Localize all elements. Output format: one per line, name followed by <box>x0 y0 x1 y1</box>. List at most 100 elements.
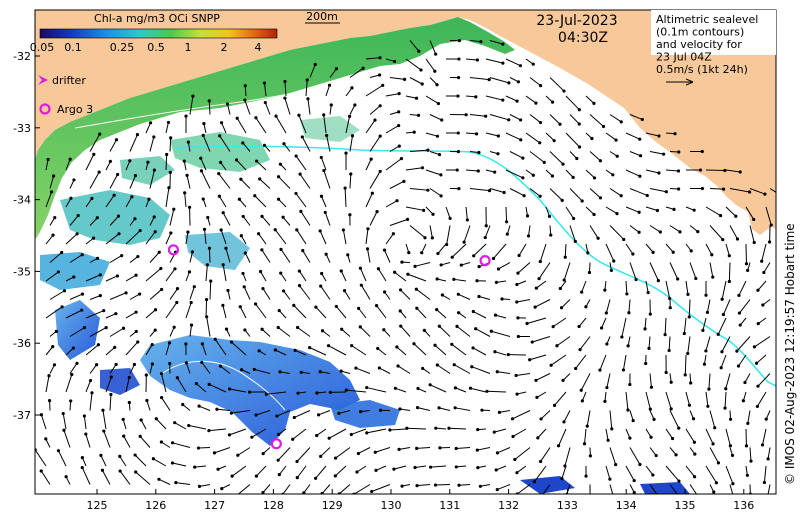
velocity-arrow-head <box>136 254 140 259</box>
velocity-arrow-head <box>273 348 277 352</box>
velocity-arrow-shaft <box>705 428 714 445</box>
velocity-arrow-shaft <box>49 364 55 374</box>
velocity-arrow-head <box>711 442 715 446</box>
velocity-arrow-shaft <box>278 198 287 208</box>
velocity-arrow-shaft <box>416 307 427 319</box>
velocity-arrow-head <box>403 77 407 81</box>
velocity-arrow-shaft <box>709 262 714 278</box>
velocity-arrow-shaft <box>102 410 107 430</box>
velocity-arrow-shaft <box>609 410 613 429</box>
velocity-arrow-shaft <box>335 306 347 319</box>
velocity-arrow-head <box>678 230 682 234</box>
velocity-arrow-head <box>721 238 725 242</box>
velocity-arrow-shaft <box>259 178 271 189</box>
velocity-arrow-shaft <box>123 435 131 448</box>
velocity-arrow-head <box>194 382 198 386</box>
velocity-arrow-head <box>75 361 79 365</box>
velocity-arrow-head <box>167 186 171 190</box>
velocity-arrow-shaft <box>45 234 54 245</box>
lat-tick-label: -33 <box>13 122 31 135</box>
velocity-arrow-head <box>587 270 592 275</box>
velocity-arrow-shaft <box>516 373 531 376</box>
velocity-arrow-head <box>655 208 660 213</box>
velocity-arrow-shaft <box>365 119 376 134</box>
velocity-arrow-head <box>500 297 504 301</box>
velocity-arrow-shaft <box>434 344 447 356</box>
velocity-arrow-shaft <box>69 293 83 300</box>
velocity-arrow-shaft <box>628 299 631 313</box>
velocity-arrow-shaft <box>471 366 491 374</box>
velocity-arrow-head <box>592 212 596 217</box>
velocity-arrow-shaft <box>585 169 595 179</box>
plot-frame <box>34 9 777 495</box>
velocity-arrow-head <box>704 349 708 353</box>
velocity-arrow-head <box>206 215 210 220</box>
velocity-arrow-shaft <box>174 422 187 430</box>
velocity-arrow-head <box>692 440 696 444</box>
velocity-arrow-shaft <box>201 362 211 374</box>
velocity-arrow-head <box>447 426 451 430</box>
velocity-arrow-head <box>552 403 557 407</box>
velocity-arrow-head <box>493 170 497 174</box>
velocity-arrow-shaft <box>172 442 191 448</box>
velocity-arrow-head <box>340 327 344 331</box>
velocity-arrow-shaft <box>65 374 73 393</box>
velocity-arrow-head <box>439 173 443 177</box>
velocity-arrow-shaft <box>208 248 211 263</box>
velocity-arrow-head <box>118 469 122 473</box>
velocity-arrow-head <box>561 378 565 382</box>
velocity-arrow-head <box>328 390 332 394</box>
velocity-arrow-head <box>487 77 491 82</box>
velocity-arrow-shaft <box>405 95 417 99</box>
velocity-arrow-shaft <box>109 327 124 337</box>
velocity-arrow-shaft <box>229 388 247 393</box>
velocity-arrow-shaft <box>185 232 189 245</box>
velocity-arrow-shaft <box>465 169 479 172</box>
velocity-arrow-head <box>397 123 401 128</box>
velocity-arrow-head <box>397 92 401 96</box>
velocity-arrow-head <box>700 186 705 191</box>
velocity-arrow-shaft <box>309 347 327 356</box>
velocity-arrow-head <box>669 407 673 411</box>
velocity-arrow-head <box>187 205 192 209</box>
velocity-arrow-shaft <box>85 380 91 393</box>
velocity-arrow-shaft <box>629 447 641 465</box>
velocity-arrow-head <box>638 154 643 158</box>
velocity-arrow-shaft <box>400 325 411 337</box>
velocity-arrow-head <box>262 143 267 147</box>
velocity-arrow-shaft <box>435 427 447 430</box>
velocity-arrow-shaft <box>201 343 207 356</box>
velocity-arrow-shaft <box>85 433 91 448</box>
velocity-arrow-shaft <box>625 169 641 177</box>
velocity-arrow-shaft <box>605 428 609 441</box>
velocity-arrow-head <box>746 268 750 272</box>
velocity-arrow-head <box>241 271 245 276</box>
velocity-arrow-head <box>694 276 698 281</box>
velocity-arrow-shaft <box>258 233 267 245</box>
velocity-arrow-shaft <box>349 173 352 189</box>
velocity-arrow-head <box>582 442 587 446</box>
velocity-arrow-head <box>496 267 501 271</box>
velocity-arrow-head <box>663 333 667 337</box>
velocity-arrow-shaft <box>105 161 111 171</box>
velocity-arrow-head <box>318 370 322 374</box>
velocity-arrow-head <box>487 189 492 193</box>
velocity-arrow-head <box>238 305 242 309</box>
velocity-arrow-shaft <box>489 114 509 121</box>
velocity-arrow-shaft <box>315 306 327 319</box>
velocity-arrow-head <box>534 286 538 290</box>
velocity-arrow-shaft <box>105 275 118 282</box>
velocity-arrow-shaft <box>341 328 351 337</box>
velocity-arrow-shaft <box>165 122 169 134</box>
velocity-arrow-head <box>589 499 592 502</box>
velocity-arrow-shaft <box>199 484 211 487</box>
velocity-arrow-head <box>215 407 219 411</box>
velocity-arrow-head <box>354 366 358 370</box>
velocity-arrow-shaft <box>222 212 231 226</box>
velocity-arrow-shaft <box>277 447 291 461</box>
velocity-arrow-head <box>620 335 624 339</box>
velocity-arrow-shaft <box>549 114 561 125</box>
velocity-arrow-head <box>502 190 506 195</box>
velocity-arrow-head <box>457 76 461 80</box>
velocity-arrow-shaft <box>214 338 227 356</box>
